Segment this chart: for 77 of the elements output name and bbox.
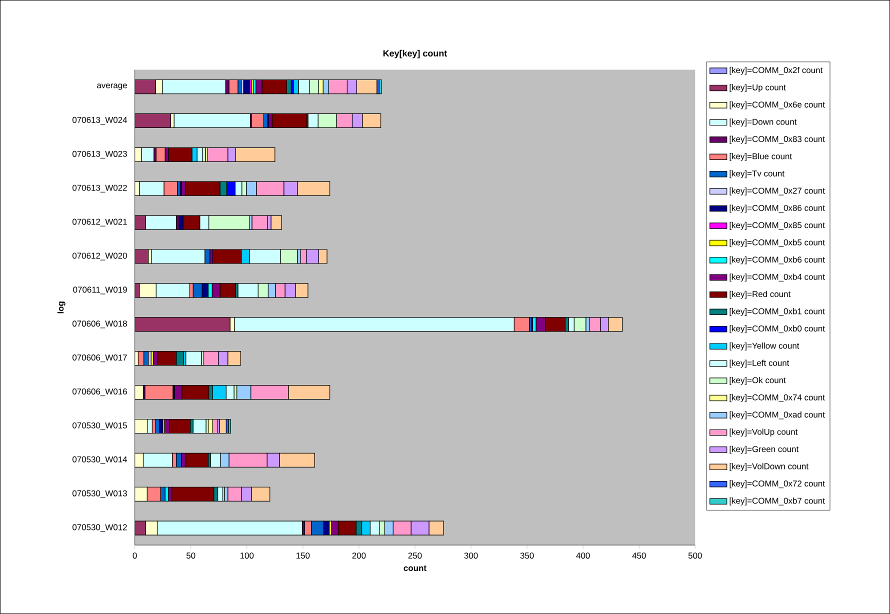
legend-label: [key]=Blue count — [730, 153, 792, 162]
y-tick-label: 070613_W022 — [72, 184, 127, 192]
legend-label: [key]=COMM_0x83 count — [730, 136, 825, 144]
bar — [134, 113, 171, 128]
bar — [139, 283, 156, 298]
legend-label: [key]=Up count — [730, 84, 786, 92]
y-tick-label: average — [97, 84, 127, 90]
legend-label: [key]=Yellow count — [730, 342, 800, 350]
legend-label: [key]=COMM_0xb0 count — [730, 325, 825, 334]
legend-label: [key]=COMM_0x6e count — [730, 101, 825, 110]
x-tick-label: 250 — [408, 552, 422, 559]
bar — [172, 486, 214, 502]
legend-label: [key]=COMM_0x72 count — [730, 480, 825, 488]
bar — [145, 520, 158, 536]
bar — [134, 385, 144, 400]
bar — [252, 215, 268, 230]
legend-label: [key]=Tv count — [730, 170, 784, 178]
x-tick-label: 400 — [576, 552, 590, 559]
bar — [141, 147, 154, 162]
legend-label: [key]=Red count — [730, 290, 791, 299]
legend-label: [key]=COMM_0x2f count — [730, 66, 823, 75]
y-tick-label: 070612_W020 — [72, 252, 127, 260]
bar — [156, 147, 166, 162]
legend-label: [key]=COMM_0xb4 count — [730, 274, 825, 282]
bar — [169, 419, 191, 434]
bar — [134, 419, 148, 434]
y-tick-label: 070606_W016 — [72, 388, 127, 396]
legend-label: [key]=COMM_0x27 count — [730, 188, 825, 196]
x-tick-label: 200 — [352, 552, 366, 559]
y-tick-label: 070606_W017 — [72, 354, 127, 362]
bar — [134, 250, 148, 264]
y-tick-label: 070530_W014 — [72, 456, 128, 464]
legend-label: [key]=COMM_0xb6 count — [730, 256, 825, 264]
legend-label: [key]=VolUp count — [730, 428, 798, 437]
x-tick-label: 450 — [632, 552, 646, 559]
x-tick-label: 150 — [296, 552, 310, 559]
legend-label: [key]=Ok count — [730, 377, 786, 385]
y-tick-label: 070530_W015 — [72, 422, 127, 430]
x-tick-label: 100 — [240, 552, 254, 559]
legend-label: [key]=COMM_0x74 count — [730, 394, 825, 402]
bar — [145, 215, 177, 230]
legend-label: [key]=COMM_0x86 count — [730, 204, 825, 213]
bar — [156, 283, 190, 298]
chart-title: Key[key] count — [383, 50, 448, 58]
bar — [134, 317, 230, 332]
x-axis-title: count — [404, 566, 426, 572]
y-axis-title: log — [57, 302, 66, 314]
x-tick-label: 500 — [688, 552, 702, 559]
bar — [134, 80, 156, 94]
y-tick-label: 070530_W013 — [72, 490, 127, 498]
legend-label: [key]=Left count — [730, 360, 790, 368]
bar — [142, 452, 173, 468]
bar — [186, 452, 209, 468]
y-tick-label: 070612_W021 — [72, 218, 127, 226]
y-tick-label: 070613_W024 — [72, 116, 128, 125]
legend-label: [key]=Green count — [730, 446, 799, 454]
legend-label: [key]=Down count — [730, 118, 797, 127]
legend-label: [key]=COMM_0x85 count — [730, 222, 825, 230]
legend-label: [key]=COMM_0xb1 count — [730, 308, 825, 316]
bar — [134, 453, 144, 468]
bar — [186, 351, 202, 366]
legend-label: [key]=COMM_0xad count — [730, 411, 825, 420]
bar — [134, 487, 148, 502]
x-tick-label: 0 — [132, 552, 137, 559]
y-tick-label: 070613_W023 — [72, 150, 127, 159]
x-tick-label: 50 — [186, 552, 196, 559]
y-tick-label: 070606_W018 — [72, 320, 127, 328]
bar — [192, 419, 206, 434]
x-tick-label: 300 — [464, 552, 478, 559]
legend-label: [key]=VolDown count — [730, 463, 808, 472]
legend-label: [key]=COMM_0xb5 count — [730, 239, 825, 248]
y-tick-label: 070530_W012 — [72, 524, 127, 532]
y-tick-label: 070611_W019 — [73, 286, 127, 294]
bar — [134, 520, 146, 536]
bar — [270, 215, 282, 230]
legend-label: [key]=COMM_0xb7 count — [730, 498, 825, 506]
x-tick-label: 350 — [520, 552, 534, 559]
